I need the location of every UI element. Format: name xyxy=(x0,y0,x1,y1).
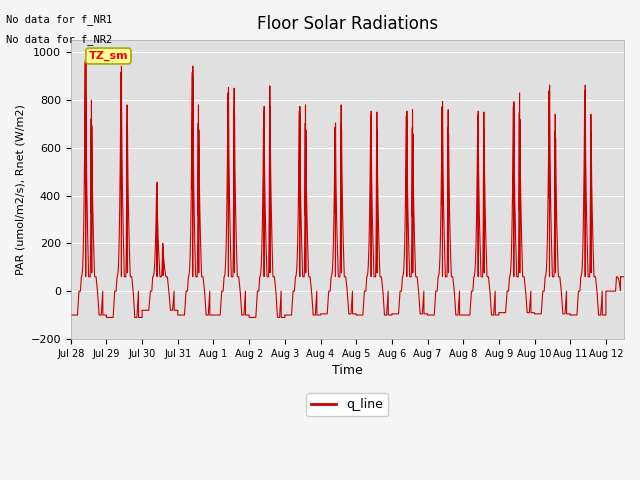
Text: No data for f_NR1: No data for f_NR1 xyxy=(6,14,113,25)
X-axis label: Time: Time xyxy=(332,364,363,377)
Legend: q_line: q_line xyxy=(307,394,388,416)
Text: No data for f_NR2: No data for f_NR2 xyxy=(6,34,113,45)
Y-axis label: PAR (umol/m2/s), Rnet (W/m2): PAR (umol/m2/s), Rnet (W/m2) xyxy=(15,104,25,275)
Text: TZ_sm: TZ_sm xyxy=(88,51,128,61)
Title: Floor Solar Radiations: Floor Solar Radiations xyxy=(257,15,438,33)
